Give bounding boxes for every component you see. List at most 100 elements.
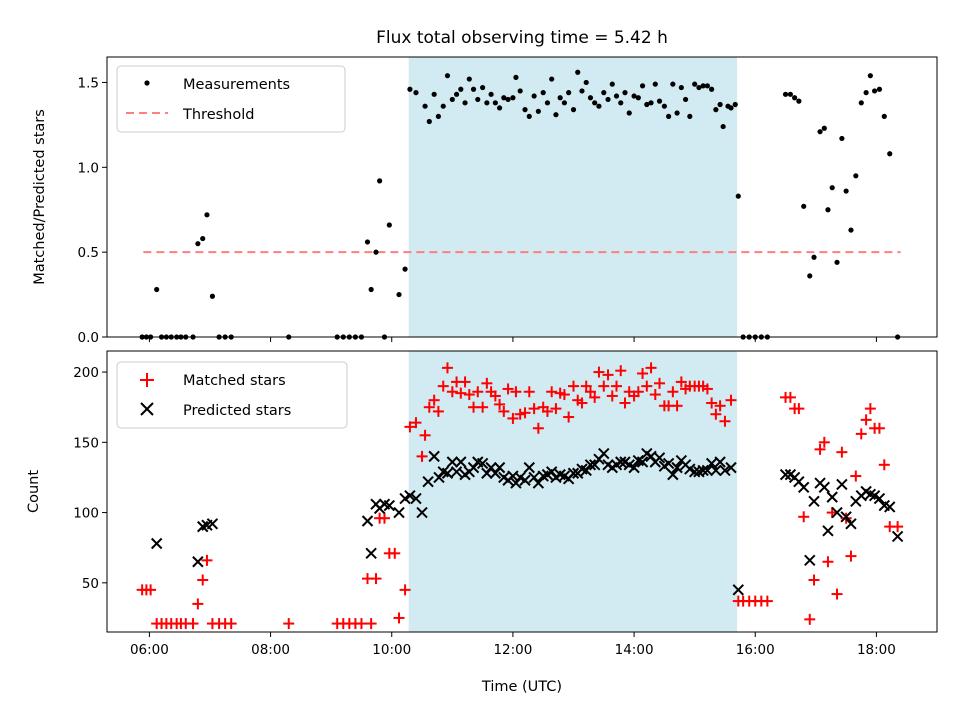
measurement-point (704, 83, 710, 89)
matched-star-marker (580, 380, 592, 392)
measurement-point (557, 95, 563, 101)
predicted-star-marker (779, 468, 792, 481)
measurement-point (596, 103, 602, 109)
matched-star-marker (892, 521, 904, 533)
predicted-star-marker (393, 506, 405, 519)
predicted-star-marker (416, 506, 428, 519)
measurement-point (652, 81, 658, 87)
measurement-point (732, 101, 738, 108)
predicted-star-marker (845, 518, 857, 530)
legend-marker-measurements (144, 80, 150, 86)
matched-star-marker (532, 422, 544, 434)
predicted-star-marker (365, 547, 377, 560)
measurement-point (458, 86, 464, 92)
predicted-star-marker (840, 511, 852, 523)
measurement-point (622, 90, 628, 96)
measurement-point (843, 188, 849, 194)
matched-star-marker (187, 618, 199, 630)
matched-star-marker (423, 401, 435, 413)
measurement-point (605, 96, 611, 103)
matched-star-marker (419, 429, 431, 441)
predicted-star-marker (383, 499, 396, 512)
x-tick-label: 16:00 (736, 642, 775, 658)
measurement-point (510, 95, 516, 101)
measurement-point (475, 96, 481, 103)
measurement-point (656, 98, 663, 104)
measurement-point (682, 96, 689, 103)
measurement-point (661, 103, 667, 109)
predicted-star-marker (206, 518, 219, 530)
y-tick-label: 0.5 (78, 245, 99, 261)
measurement-point (431, 91, 437, 97)
predicted-star-marker (818, 481, 831, 493)
measurement-point (601, 90, 607, 96)
matched-star-marker (615, 365, 627, 377)
predicted-star-marker (697, 464, 709, 477)
predicted-stars-points (150, 447, 904, 596)
bottom-y-axis: 50 100 150 200 (73, 365, 107, 592)
measurement-point (801, 203, 807, 209)
matched-star-marker (225, 618, 237, 630)
bottom-y-axis-label: Count (26, 470, 42, 513)
predicted-star-marker (671, 461, 683, 474)
matched-star-marker (378, 512, 390, 524)
matched-star-marker (502, 383, 514, 395)
matched-star-marker (283, 618, 295, 630)
matched-star-marker (654, 377, 666, 389)
top-y-axis-label: Matched/Predicted stars (32, 109, 48, 285)
matched-star-marker (481, 377, 493, 389)
measurement-point (787, 91, 793, 97)
predicted-star-marker (653, 452, 666, 464)
measurement-point (402, 266, 408, 272)
predicted-star-marker (873, 492, 886, 505)
matched-star-marker (455, 387, 467, 399)
matched-star-marker (519, 407, 531, 419)
matched-star-marker (576, 397, 588, 409)
measurement-point (609, 81, 615, 87)
measurement-point (792, 95, 798, 101)
measurement-point (863, 90, 869, 96)
matched-star-marker (878, 459, 890, 471)
measurement-point (817, 129, 823, 135)
measurement-point (561, 100, 568, 106)
measurement-point (466, 76, 472, 82)
measurement-point (566, 90, 572, 96)
measurement-point (834, 259, 840, 265)
measurement-point (368, 286, 374, 293)
predicted-star-marker (732, 584, 744, 596)
measurement-point (453, 91, 460, 97)
matched-star-marker (567, 380, 579, 392)
measurement-point (426, 118, 432, 125)
predicted-star-marker (361, 515, 374, 527)
matched-star-marker (399, 584, 411, 596)
matched-star-marker (818, 436, 830, 448)
bottom-x-axis: 06:00 08:00 10:00 12:00 14:00 16:00 18:00 (130, 632, 896, 658)
predicted-star-marker (725, 461, 737, 474)
predicted-star-marker (831, 506, 843, 519)
matched-star-marker (701, 383, 713, 395)
y-tick-label: 1.0 (78, 160, 99, 176)
measurement-point (720, 123, 726, 130)
legend-marker-predicted (140, 402, 154, 416)
measurement-point (853, 173, 859, 179)
legend-label-predicted: Predicted stars (183, 403, 291, 419)
measurement-point (544, 100, 551, 106)
measurement-point (687, 113, 693, 119)
matched-star-marker (632, 386, 644, 398)
predicted-star-marker (450, 466, 463, 478)
matched-star-marker (441, 362, 453, 374)
matched-star-marker (619, 397, 631, 409)
matched-star-marker (793, 403, 805, 415)
matched-star-marker (714, 400, 726, 412)
predicted-star-marker (428, 450, 440, 463)
matched-star-marker (598, 380, 610, 392)
predicted-star-marker (826, 491, 838, 503)
measurement-point (821, 125, 827, 131)
matched-star-marker (706, 397, 718, 409)
legend-label-measurements: Measurements (183, 77, 290, 93)
measurement-point (644, 101, 650, 108)
measurement-point (209, 293, 216, 299)
matched-star-marker (864, 403, 876, 415)
measurement-point (549, 76, 555, 82)
matched-star-marker (416, 450, 428, 462)
